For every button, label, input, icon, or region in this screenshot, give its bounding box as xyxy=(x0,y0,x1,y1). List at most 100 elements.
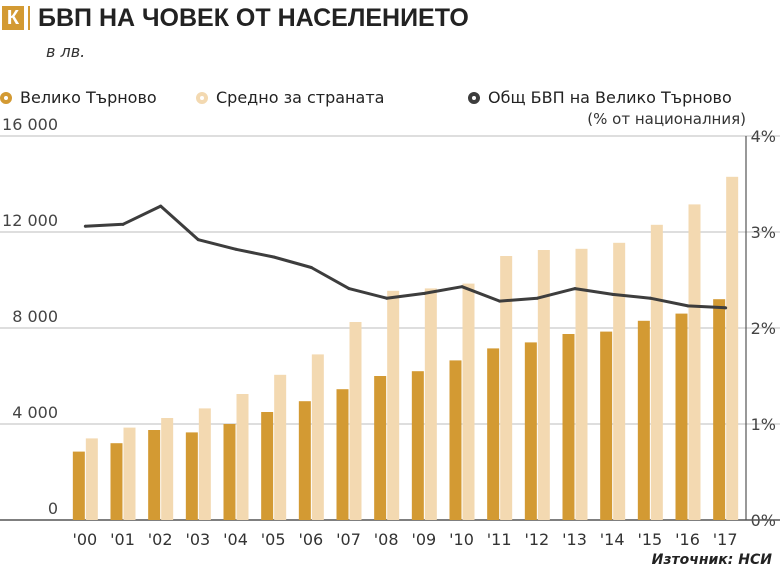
line-point xyxy=(460,285,464,289)
bar-vt xyxy=(600,331,613,520)
y-tick-label: 16 000 xyxy=(2,115,58,134)
bar-vt xyxy=(562,334,575,520)
legend-label-vt: Велико Търново xyxy=(20,88,157,107)
line-point xyxy=(272,255,276,259)
x-tick-label: '11 xyxy=(487,530,512,549)
line-point xyxy=(309,266,313,270)
legend-item-line: Общ БВП на Велико Търново xyxy=(468,88,732,107)
line-point xyxy=(159,204,163,208)
line-point xyxy=(686,304,690,308)
line-point xyxy=(196,238,200,242)
bar-vt xyxy=(449,360,462,520)
legend-label-line: Общ БВП на Велико Търново xyxy=(488,88,732,107)
x-tick-label: '10 xyxy=(449,530,474,549)
bar-avg xyxy=(123,427,136,520)
y-tick-label: 4 000 xyxy=(12,403,58,422)
x-tick-label: '00 xyxy=(72,530,97,549)
x-tick-label: '02 xyxy=(148,530,173,549)
y2-tick-label: 2% xyxy=(751,319,776,338)
line-point xyxy=(724,306,728,310)
bar-vt xyxy=(411,371,424,520)
bar-avg xyxy=(424,288,437,520)
source-note: Източник: НСИ xyxy=(651,552,772,568)
x-tick-label: '13 xyxy=(562,530,587,549)
bar-vt xyxy=(148,430,161,520)
bar-vt xyxy=(298,401,311,520)
unit-label: в лв. xyxy=(46,42,86,61)
bar-avg xyxy=(575,248,588,521)
line-point xyxy=(611,292,615,296)
bar-vt xyxy=(524,342,537,520)
bar-avg xyxy=(462,283,475,520)
bar-avg xyxy=(387,290,400,520)
bar-vt xyxy=(713,299,726,520)
bar-vt xyxy=(185,432,198,520)
bar-vt xyxy=(637,320,650,520)
bar-vt xyxy=(223,424,236,520)
x-tick-label: '12 xyxy=(524,530,549,549)
bar-avg xyxy=(274,374,287,520)
legend-sublabel-line: (% от националния) xyxy=(587,110,746,128)
legend-swatch-avg xyxy=(196,91,208,104)
series-line-total-gdp xyxy=(85,204,726,310)
bar-avg xyxy=(650,224,663,521)
x-tick-label: '01 xyxy=(110,530,135,549)
bar-avg xyxy=(198,408,211,520)
legend-item-vt: Велико Търново xyxy=(0,88,157,107)
x-tick-label: '16 xyxy=(675,530,700,549)
y-tick-label: 8 000 xyxy=(12,307,58,326)
x-tick-label: '17 xyxy=(713,530,738,549)
bar-avg xyxy=(613,242,626,521)
x-tick-label: '04 xyxy=(223,530,248,549)
bar-avg xyxy=(537,250,550,520)
x-tick-label: '05 xyxy=(261,530,286,549)
legend-swatch-line xyxy=(468,91,480,104)
line-point xyxy=(121,222,125,226)
y2-tick-label: 3% xyxy=(751,223,776,242)
line-point xyxy=(422,291,426,295)
bar-avg xyxy=(726,176,739,521)
bar-avg xyxy=(349,322,362,520)
x-tick-label: '07 xyxy=(336,530,361,549)
x-tick-label: '14 xyxy=(600,530,625,549)
bar-vt xyxy=(675,313,688,520)
line-point xyxy=(648,296,652,300)
legend-swatch-vt xyxy=(0,91,12,104)
line-point xyxy=(573,287,577,291)
line-point xyxy=(535,296,539,300)
bar-avg xyxy=(500,256,513,520)
bar-avg xyxy=(161,418,174,520)
bar-avg xyxy=(85,438,98,520)
x-tick-label: '08 xyxy=(374,530,399,549)
x-tick-label: '09 xyxy=(411,530,436,549)
line-point xyxy=(347,287,351,291)
x-tick-label: '03 xyxy=(185,530,210,549)
y-tick-label: 12 000 xyxy=(2,211,58,230)
x-tick-label: '15 xyxy=(637,530,662,549)
x-tick-label: '06 xyxy=(298,530,323,549)
bar-vt xyxy=(374,376,387,520)
header: К БВП НА ЧОВЕК ОТ НАСЕЛЕНИЕТО xyxy=(0,0,469,36)
legend-label-avg: Средно за страната xyxy=(216,88,385,107)
logo-divider xyxy=(28,6,30,30)
bar-avg xyxy=(311,354,324,520)
line-point xyxy=(83,224,87,228)
chart-title: БВП НА ЧОВЕК ОТ НАСЕЛЕНИЕТО xyxy=(38,3,469,32)
bar-avg xyxy=(688,204,701,520)
brand-logo: К xyxy=(2,6,24,30)
y2-tick-label: 1% xyxy=(751,415,776,434)
bar-vt xyxy=(72,451,85,520)
y2-tick-label: 4% xyxy=(751,127,776,146)
line-point xyxy=(385,296,389,300)
bar-vt xyxy=(110,443,123,520)
y-tick-label: 0 xyxy=(48,499,58,518)
legend-item-avg: Средно за страната xyxy=(196,88,384,107)
bar-avg xyxy=(236,394,249,520)
legend: Велико Търново Средно за страната Общ БВ… xyxy=(0,84,780,134)
bar-vt xyxy=(487,348,500,520)
bar-vt xyxy=(336,389,349,520)
bar-vt xyxy=(261,412,274,520)
line-point xyxy=(498,299,502,303)
line-point xyxy=(234,247,238,251)
